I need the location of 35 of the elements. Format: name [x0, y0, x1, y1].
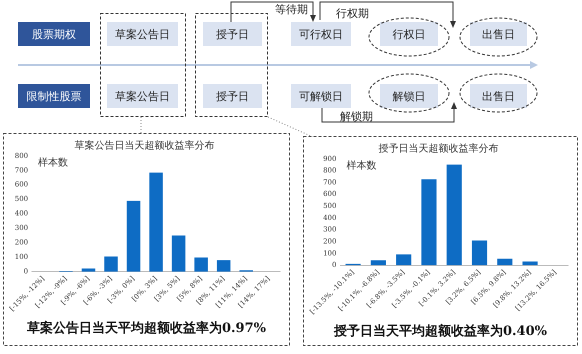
text: 可解锁日 [291, 84, 351, 108]
chart-title: 草案公告日当天超额收益率分布 [74, 140, 214, 152]
text: 行权期 [336, 6, 369, 21]
text: 等待期 [275, 2, 308, 17]
bar [216, 260, 230, 272]
bar [472, 240, 488, 266]
text: 股票期权 [18, 22, 90, 46]
bar [194, 258, 208, 272]
bar [421, 179, 437, 266]
bar [446, 164, 462, 266]
y-axis-title: 样本数 [38, 156, 68, 169]
bar [172, 236, 186, 272]
text: 解锁期 [340, 109, 373, 124]
y-axis-title: 样本数 [346, 160, 376, 172]
text: 出售日 [470, 84, 527, 108]
chart-title: 授予日当天超额收益率分布 [378, 142, 498, 155]
bar [497, 258, 512, 266]
text: 出售日 [470, 22, 527, 46]
text: 授予日 [203, 84, 262, 108]
text: 可行权日 [291, 22, 351, 46]
text: 授予日当天平均超额收益率为0.40% [332, 322, 548, 340]
text: 草案公告日 [107, 22, 178, 46]
bar [126, 200, 140, 272]
bar [522, 261, 538, 266]
bar [396, 254, 412, 266]
text: 草案公告日 [107, 84, 178, 108]
text: 行权日 [380, 22, 438, 46]
text: 草案公告日当天平均超额收益率为0.97% [26, 320, 267, 337]
text: 解锁日 [380, 84, 438, 108]
bar [104, 256, 118, 272]
text: 授予日 [203, 22, 262, 46]
bar [149, 172, 163, 272]
bar [370, 260, 386, 266]
bar [82, 268, 96, 272]
text: 限制性股票 [18, 84, 90, 108]
